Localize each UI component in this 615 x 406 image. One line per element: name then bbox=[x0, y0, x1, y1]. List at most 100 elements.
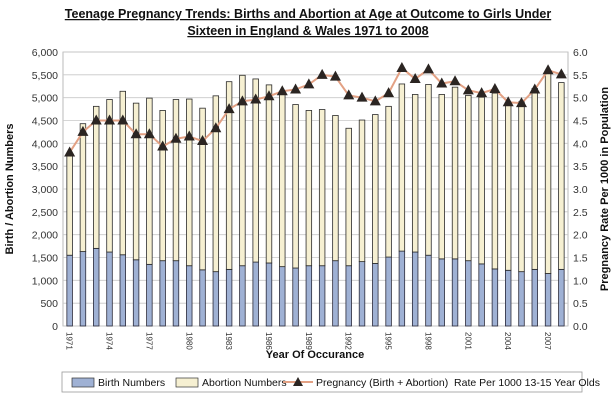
rate-marker-1986 bbox=[263, 90, 275, 101]
bar-birth-2005 bbox=[518, 271, 525, 327]
rate-marker-1977 bbox=[143, 128, 155, 139]
rate-marker-1989 bbox=[303, 78, 315, 89]
y2-tick-label: 4.5 bbox=[573, 116, 588, 128]
y2-tick-label: 1.0 bbox=[573, 275, 588, 287]
y2-tick-label: 6.0 bbox=[573, 47, 588, 59]
bar-abortion-1993 bbox=[358, 119, 366, 263]
y2-tick-label: 0.5 bbox=[573, 298, 588, 310]
bar-abortion-2000 bbox=[451, 86, 459, 260]
y-tick-label: 5,000 bbox=[32, 93, 58, 105]
bar-abortion-1976 bbox=[132, 102, 140, 261]
bar-abortion-2006 bbox=[531, 88, 538, 270]
bar-abortion-2005 bbox=[518, 101, 525, 273]
y-tick-label: 0 bbox=[52, 321, 58, 333]
rate-marker-1974 bbox=[104, 114, 116, 125]
bar-birth-1974 bbox=[106, 251, 113, 327]
bar-abortion-1997 bbox=[411, 94, 419, 253]
bar-abortion-1995 bbox=[385, 105, 392, 258]
rate-marker-2007 bbox=[542, 64, 554, 75]
rate-marker-1999 bbox=[436, 77, 448, 88]
y-tick-label: 2,500 bbox=[32, 207, 58, 219]
bar-birth-1978 bbox=[159, 260, 166, 327]
bar-birth-2000 bbox=[451, 258, 459, 327]
legend-label-rate: Pregnancy (Birth + Abortion) Rate Per 10… bbox=[316, 377, 600, 389]
y-tick-label: 1,500 bbox=[32, 253, 58, 265]
rate-marker-2002 bbox=[476, 87, 488, 98]
chart-title-line-1: Teenage Pregnancy Trends: Births and Abo… bbox=[65, 7, 552, 21]
bar-birth-1982 bbox=[212, 271, 220, 327]
bar-birth-1993 bbox=[358, 261, 366, 327]
bar-birth-1990 bbox=[318, 265, 326, 327]
y-tick-label: 6,000 bbox=[32, 47, 58, 59]
bar-abortion-1980 bbox=[186, 98, 193, 267]
bar-abortion-1996 bbox=[398, 83, 406, 252]
bar-abortion-2003 bbox=[491, 92, 499, 270]
y2-tick-label: 2.0 bbox=[573, 230, 588, 242]
bar-birth-2008 bbox=[558, 268, 565, 327]
legend-label-abortion: Abortion Numbers bbox=[202, 377, 287, 389]
rate-marker-2008 bbox=[555, 68, 567, 79]
bar-birth-1981 bbox=[199, 269, 206, 327]
rate-marker-1975 bbox=[117, 114, 129, 125]
x-tick-label: 1974 bbox=[105, 332, 114, 350]
bar-birth-1973 bbox=[93, 247, 100, 327]
y-tick-label: 3,500 bbox=[32, 161, 58, 173]
x-tick-label: 1977 bbox=[144, 332, 153, 350]
bar-abortion-1999 bbox=[438, 94, 445, 260]
y-tick-label: 3,000 bbox=[32, 184, 58, 196]
bar-abortion-2007 bbox=[544, 72, 552, 274]
y2-tick-label: 3.0 bbox=[573, 184, 588, 196]
rate-marker-1984 bbox=[236, 95, 248, 106]
rate-marker-1985 bbox=[250, 93, 262, 104]
bar-birth-1976 bbox=[132, 259, 140, 327]
bar-abortion-1991 bbox=[332, 115, 339, 262]
y-tick-label: 5,500 bbox=[32, 70, 58, 82]
rate-marker-1980 bbox=[183, 130, 195, 141]
rate-marker-1978 bbox=[157, 140, 169, 151]
x-tick-label: 1992 bbox=[344, 332, 353, 350]
bar-abortion-1974 bbox=[106, 99, 113, 253]
bar-abortion-1975 bbox=[119, 90, 126, 256]
bar-birth-1975 bbox=[119, 254, 126, 327]
rate-marker-1983 bbox=[223, 103, 235, 114]
legend-marker-rate bbox=[293, 377, 303, 386]
bar-abortion-2008 bbox=[558, 82, 565, 270]
y2-axis-label: Pregnancy Rate Per 1000 in Population bbox=[599, 87, 611, 291]
x-tick-label: 1995 bbox=[384, 332, 393, 350]
legend-swatch-birth bbox=[71, 377, 95, 388]
x-tick-label: 2004 bbox=[503, 332, 512, 350]
y-axis-label: Birth / Abortion Numbers bbox=[4, 124, 16, 255]
rate-marker-1971 bbox=[64, 146, 76, 157]
bar-birth-1996 bbox=[398, 250, 406, 327]
bar-abortion-1981 bbox=[199, 107, 206, 271]
bar-birth-2001 bbox=[465, 260, 472, 327]
bar-birth-1977 bbox=[146, 263, 153, 327]
bar-abortion-2001 bbox=[465, 94, 472, 262]
y2-tick-label: 5.0 bbox=[573, 93, 588, 105]
bar-abortion-2004 bbox=[505, 105, 512, 271]
bar-birth-1995 bbox=[385, 256, 392, 327]
bar-abortion-1989 bbox=[305, 110, 313, 267]
rate-marker-1996 bbox=[396, 61, 408, 72]
rate-marker-1988 bbox=[290, 83, 302, 94]
bar-abortion-1990 bbox=[318, 109, 326, 267]
y2-tick-label: 0.0 bbox=[573, 321, 588, 333]
x-tick-label: 2001 bbox=[463, 332, 472, 350]
rate-marker-1991 bbox=[329, 70, 341, 81]
rate-marker-2003 bbox=[489, 82, 501, 93]
legend-label-birth: Birth Numbers bbox=[98, 377, 165, 389]
rate-marker-1982 bbox=[210, 122, 222, 133]
y-tick-label: 1,000 bbox=[32, 275, 58, 287]
y-tick-label: 4,500 bbox=[32, 116, 58, 128]
rate-marker-1995 bbox=[383, 87, 395, 98]
bar-abortion-1973 bbox=[93, 105, 100, 249]
bar-abortion-1988 bbox=[292, 104, 299, 269]
bar-birth-1985 bbox=[252, 261, 259, 327]
x-tick-label: 1971 bbox=[65, 332, 74, 350]
x-tick-label: 2007 bbox=[543, 332, 552, 350]
bar-birth-1983 bbox=[225, 268, 233, 327]
bar-birth-1991 bbox=[332, 260, 339, 327]
bar-birth-2007 bbox=[544, 273, 552, 327]
bar-abortion-1972 bbox=[79, 123, 87, 252]
